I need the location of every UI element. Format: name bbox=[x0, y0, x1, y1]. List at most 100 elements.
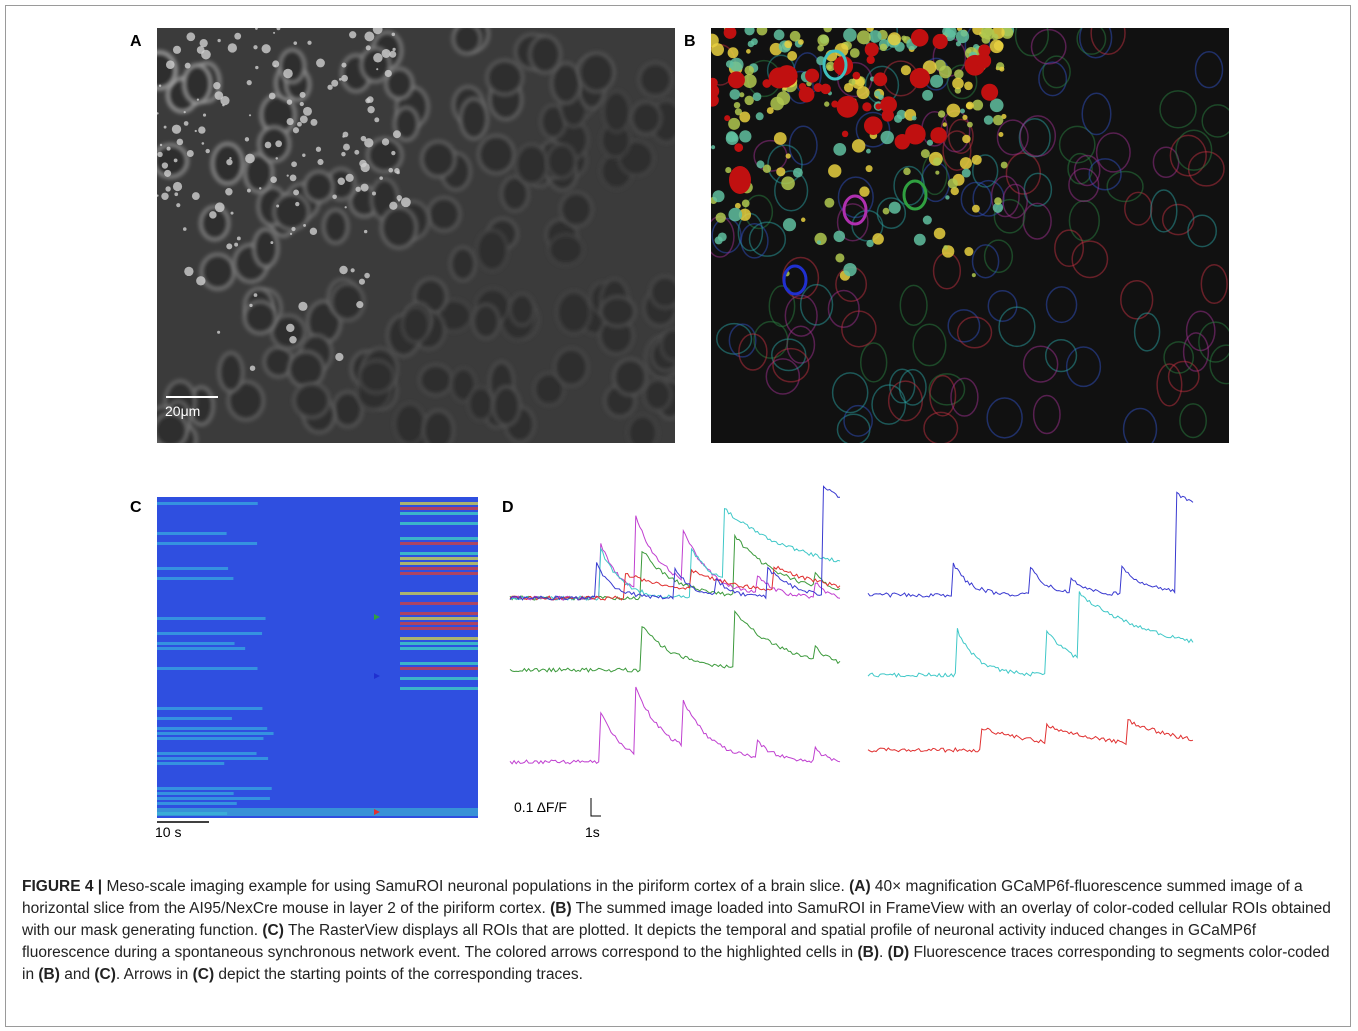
cell bbox=[643, 378, 673, 412]
cell bbox=[157, 143, 189, 179]
cell bbox=[477, 134, 516, 175]
hot-blob bbox=[841, 130, 849, 138]
blob bbox=[1000, 161, 1008, 169]
arrow bbox=[374, 809, 380, 815]
speck bbox=[293, 41, 298, 45]
highlight-roi bbox=[822, 49, 848, 81]
highlight-roi bbox=[902, 179, 928, 211]
speck bbox=[341, 151, 346, 157]
cell bbox=[182, 63, 213, 105]
speck bbox=[299, 115, 308, 124]
raster-row bbox=[157, 732, 274, 735]
blob bbox=[823, 28, 832, 33]
roi bbox=[1038, 61, 1068, 97]
speck bbox=[372, 28, 383, 35]
speck bbox=[174, 192, 179, 197]
speck bbox=[364, 31, 375, 42]
raster-row bbox=[157, 792, 234, 795]
roi bbox=[1065, 346, 1102, 388]
figure-caption: FIGURE 4 | Meso-scale imaging example fo… bbox=[22, 876, 1337, 986]
blob bbox=[868, 30, 882, 43]
trace bbox=[509, 686, 841, 765]
roi bbox=[1079, 28, 1113, 59]
speck bbox=[317, 158, 324, 166]
speck bbox=[183, 121, 189, 126]
cell bbox=[427, 196, 461, 232]
caption-bold: (C) bbox=[192, 966, 215, 983]
hot-blob bbox=[833, 56, 854, 76]
roi bbox=[748, 221, 787, 257]
roi bbox=[1198, 321, 1229, 363]
blob bbox=[943, 245, 948, 250]
speck bbox=[297, 121, 302, 127]
image-b-content bbox=[711, 28, 1229, 443]
raster-row bbox=[400, 557, 478, 560]
hot-blob bbox=[862, 102, 872, 112]
speck bbox=[220, 96, 230, 106]
blob bbox=[824, 101, 830, 107]
speck bbox=[194, 129, 197, 133]
speck bbox=[163, 125, 167, 129]
blob bbox=[972, 28, 984, 36]
hot-blob bbox=[734, 143, 744, 152]
roi bbox=[972, 179, 1005, 217]
blob bbox=[766, 107, 774, 115]
cell bbox=[227, 380, 265, 422]
highlight-roi bbox=[842, 194, 868, 226]
speck bbox=[161, 162, 169, 169]
roi bbox=[899, 284, 928, 326]
cell bbox=[599, 295, 637, 328]
caption-bold: (D) bbox=[887, 944, 910, 961]
speck bbox=[303, 106, 312, 116]
caption-text: depict the starting points of the corres… bbox=[214, 966, 583, 983]
speck bbox=[270, 241, 274, 245]
roi bbox=[923, 411, 959, 443]
roi bbox=[740, 223, 769, 259]
blob bbox=[833, 230, 846, 243]
raster-row bbox=[400, 627, 478, 630]
cell bbox=[393, 106, 420, 142]
blob bbox=[744, 28, 755, 36]
blob bbox=[894, 114, 903, 123]
cell bbox=[553, 347, 589, 387]
raster-row bbox=[400, 687, 478, 690]
speck bbox=[183, 227, 187, 231]
speck bbox=[272, 60, 280, 68]
hot-blob bbox=[798, 82, 807, 91]
blob bbox=[728, 207, 743, 222]
speck bbox=[291, 226, 296, 232]
speck bbox=[299, 101, 304, 107]
scale-bar bbox=[590, 798, 601, 817]
speck bbox=[209, 211, 217, 219]
speck bbox=[214, 91, 224, 100]
raster-row bbox=[157, 737, 264, 740]
raster-row bbox=[400, 662, 478, 665]
speck bbox=[196, 46, 205, 54]
speck bbox=[286, 117, 294, 126]
speck bbox=[365, 45, 371, 51]
arrow bbox=[374, 614, 380, 620]
roi bbox=[728, 323, 757, 358]
cell bbox=[459, 97, 489, 141]
hot-blob bbox=[873, 72, 888, 87]
speck bbox=[396, 195, 403, 201]
speck bbox=[268, 92, 276, 100]
raster-row bbox=[157, 667, 258, 670]
blob bbox=[961, 168, 971, 178]
hot-blob bbox=[813, 83, 823, 93]
raster-c-content bbox=[157, 502, 478, 816]
roi bbox=[998, 306, 1036, 348]
speck bbox=[213, 82, 221, 90]
blob bbox=[856, 86, 870, 100]
blob bbox=[866, 239, 874, 248]
raster-c bbox=[157, 497, 478, 818]
blob bbox=[835, 253, 845, 263]
roi bbox=[784, 294, 818, 337]
raster-row bbox=[157, 617, 266, 620]
speck bbox=[360, 135, 367, 142]
blob bbox=[971, 154, 982, 165]
speck bbox=[343, 143, 350, 151]
blob bbox=[715, 212, 726, 223]
raster-row bbox=[400, 567, 478, 570]
roi bbox=[1179, 403, 1208, 439]
